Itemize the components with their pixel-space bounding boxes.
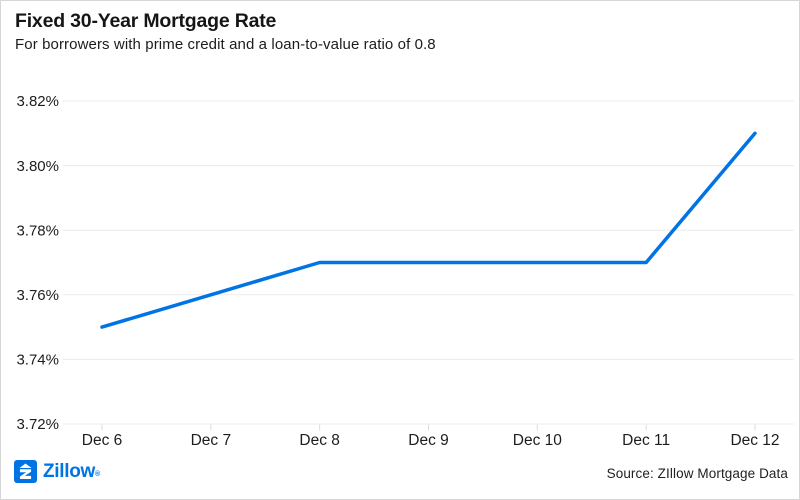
y-axis-label: 3.80% [16,158,59,175]
y-axis-label: 3.72% [16,416,59,433]
zillow-house-icon [14,460,37,483]
chart-title: Fixed 30-Year Mortgage Rate [15,10,277,32]
chart-header: Fixed 30-Year Mortgage Rate For borrower… [15,9,436,53]
y-axis-label: 3.82% [16,93,59,110]
x-axis-label: Dec 7 [191,432,232,449]
source-attribution: Source: ZIllow Mortgage Data [606,466,788,481]
chart-subtitle: For borrowers with prime credit and a lo… [15,36,436,54]
zillow-logo-text: Zillow [43,460,96,482]
y-axis-label: 3.78% [16,222,59,239]
gridlines [63,100,794,425]
y-axis-label: 3.76% [16,287,59,304]
x-axis-label: Dec 10 [513,432,562,449]
y-axis-label: 3.74% [16,352,59,369]
trademark-symbol: ® [95,471,101,478]
mortgage-rate-line [100,131,757,329]
x-axis-labels: Dec 6 Dec 7 Dec 8 Dec 9 Dec 10 Dec 11 Dec 12 [82,432,780,449]
x-axis-label: Dec 12 [730,432,779,449]
x-axis-ticks [101,424,756,431]
x-axis-label: Dec 6 [82,432,123,449]
zillow-logo[interactable]: Zillow ® [14,460,100,483]
y-axis-labels: 3.82% 3.80% 3.78% 3.76% 3.74% 3.72% [16,93,59,433]
x-axis-label: Dec 9 [408,432,449,449]
chart-footer: Zillow ® Source: ZIllow Mortgage Data [1,453,799,499]
x-axis-label: Dec 11 [622,432,670,449]
x-axis-label: Dec 8 [299,432,340,449]
